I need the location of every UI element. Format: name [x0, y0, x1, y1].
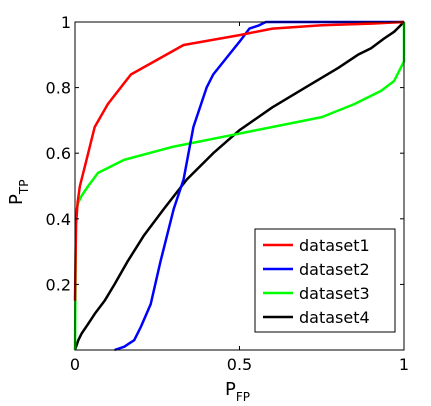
series-line-dataset3 [73, 22, 406, 351]
legend-label-dataset3: dataset3 [299, 284, 370, 303]
legend: dataset1 dataset2 dataset3 dataset4 [254, 228, 396, 333]
series-line-dataset1 [73, 20, 405, 301]
ticks-group: 0 0.5 1 0.2 0.4 0.6 0.8 1 [46, 13, 410, 374]
y-tick-label: 0.8 [46, 79, 71, 98]
x-tick-label: 0 [70, 355, 80, 374]
series-line-dataset4 [73, 21, 405, 351]
legend-entries: dataset1 dataset2 dataset3 dataset4 [263, 236, 370, 327]
y-tick-label: 0.4 [46, 210, 71, 229]
x-tick-label: 0.5 [227, 355, 252, 374]
legend-label-dataset4: dataset4 [299, 308, 370, 327]
legend-label-dataset1: dataset1 [299, 236, 370, 255]
y-tick-label: 0.2 [46, 275, 71, 294]
y-tick-label: 1 [61, 13, 71, 32]
legend-label-dataset2: dataset2 [299, 260, 370, 279]
x-axis-label: PFP [225, 379, 250, 404]
y-tick-label: 0.6 [46, 144, 71, 163]
y-axis-label: PTP [6, 180, 31, 205]
x-tick-label: 1 [399, 355, 409, 374]
